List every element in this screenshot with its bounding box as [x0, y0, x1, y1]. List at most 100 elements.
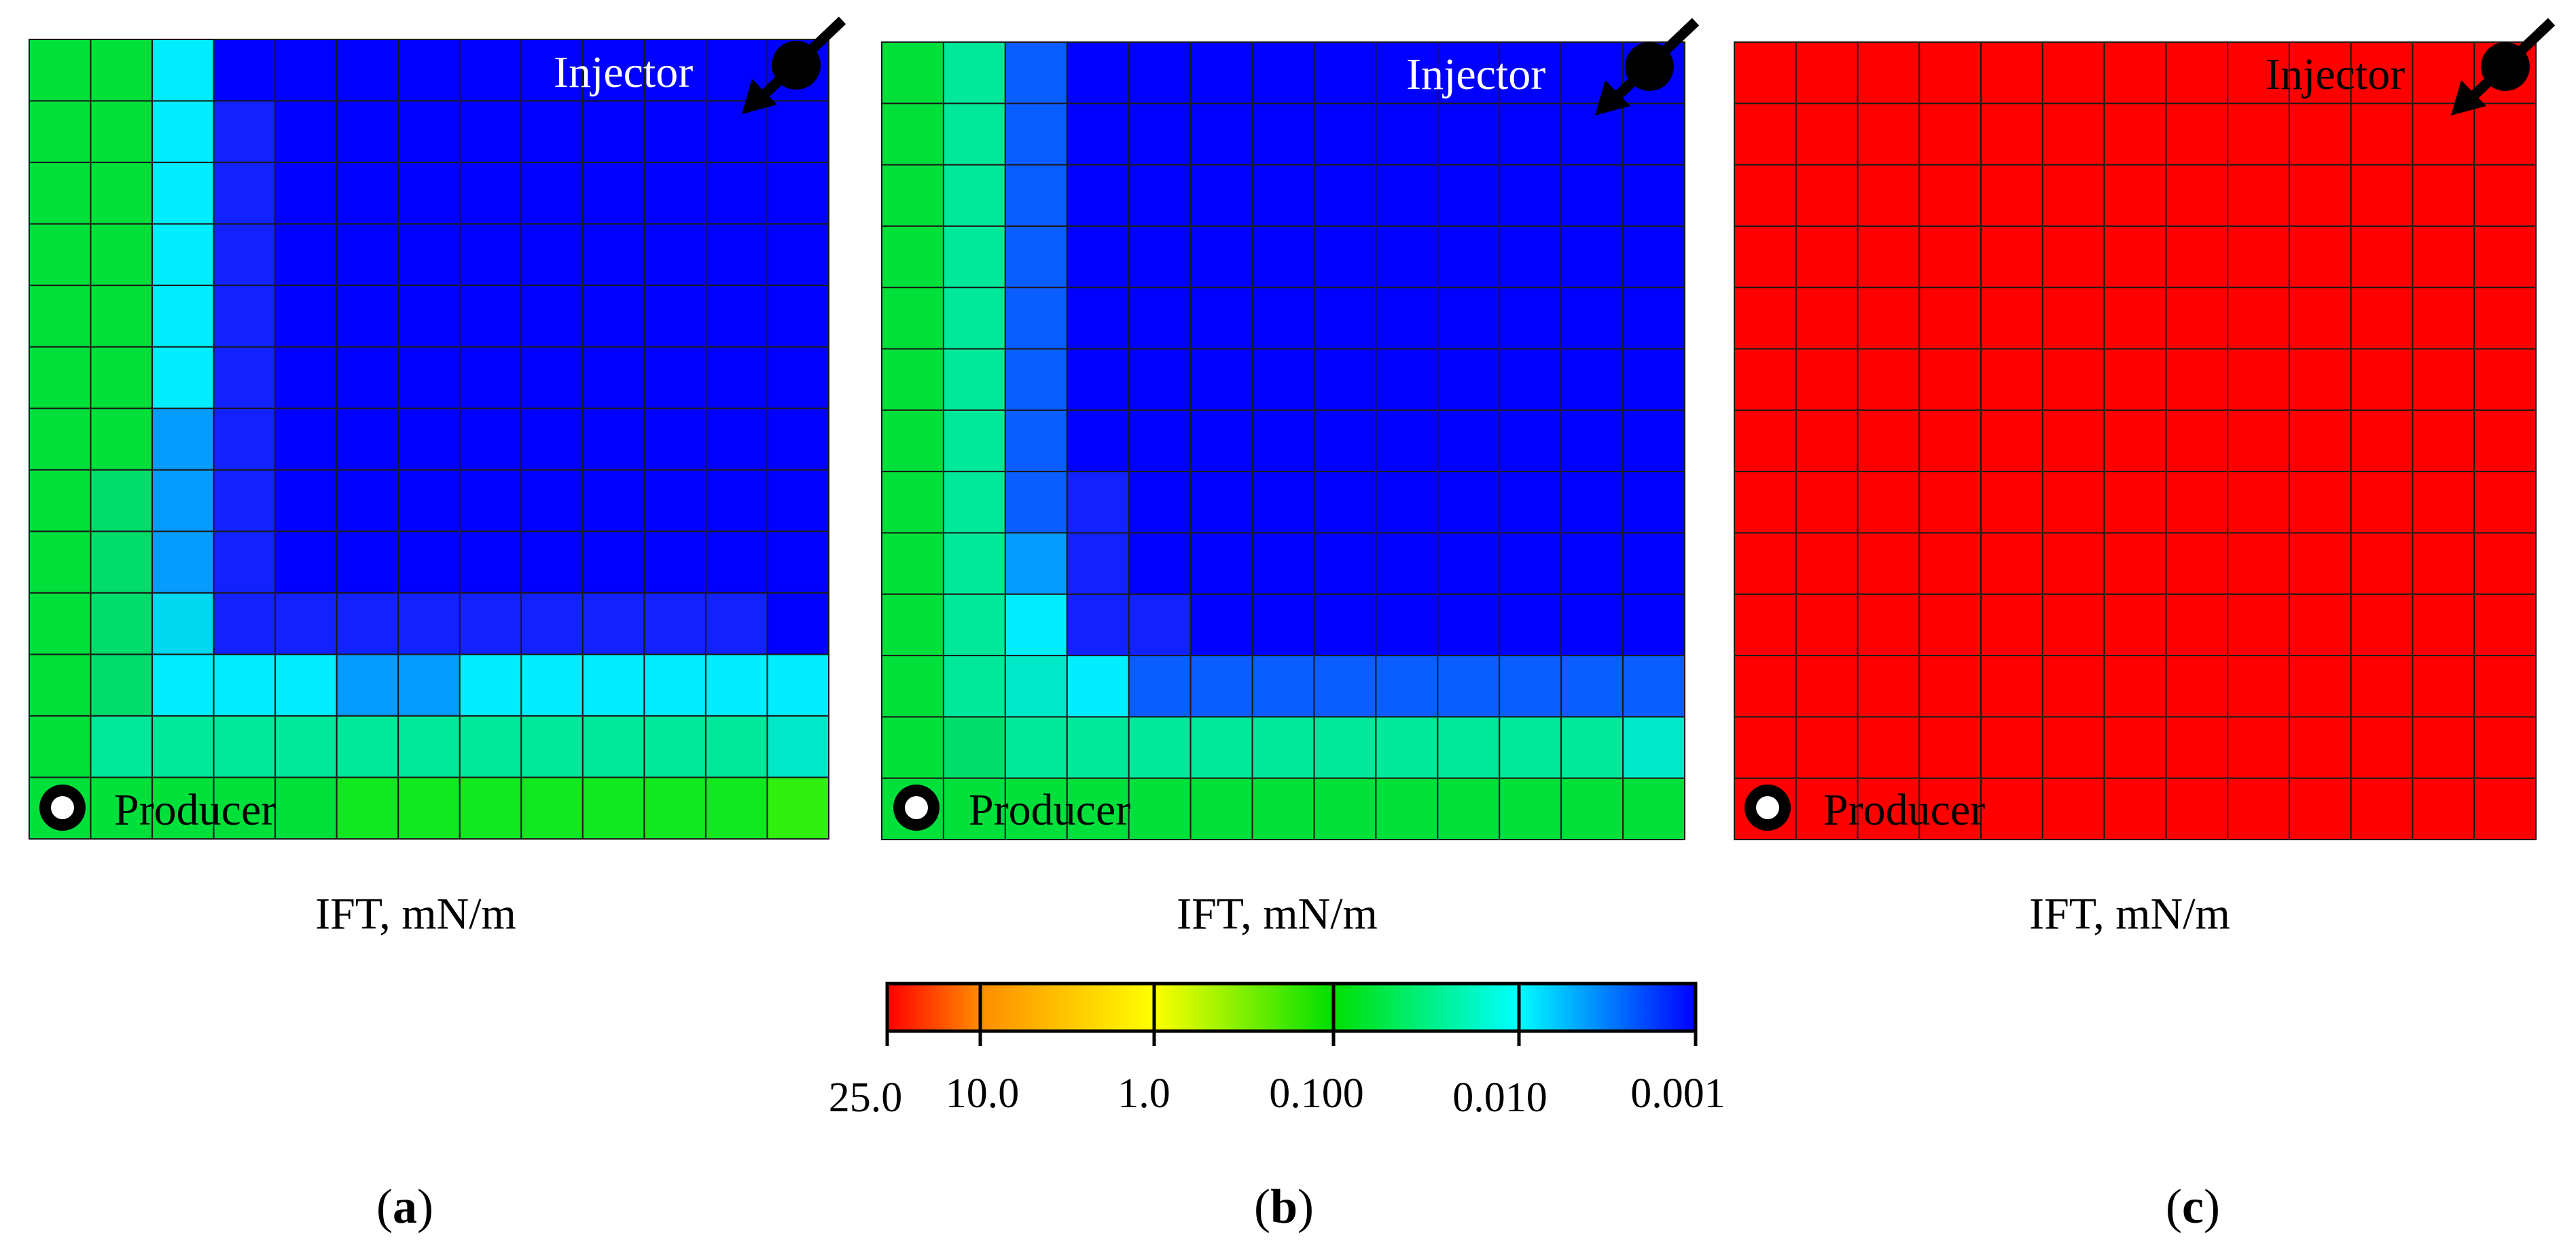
- grid-cell: [1622, 103, 1686, 166]
- grid-cell: [1189, 655, 1253, 718]
- grid-cell: [2103, 471, 2167, 534]
- grid-cell: [1251, 41, 1315, 105]
- grid-cell: [2165, 593, 2229, 657]
- grid-cell: [942, 593, 1006, 657]
- grid-cell: [1980, 348, 2043, 411]
- grid-cell: [766, 776, 829, 840]
- grid-cell: [643, 469, 706, 533]
- grid-cell: [1980, 225, 2043, 289]
- grid-cell: [1313, 164, 1377, 227]
- grid-cell: [520, 776, 584, 840]
- grid-cell: [1128, 287, 1192, 350]
- grid-cell: [2473, 409, 2537, 473]
- producer-well-icon-b: [893, 785, 940, 831]
- grid-cell: [1004, 532, 1068, 595]
- grid-cell: [1251, 409, 1315, 473]
- grid-cell: [1734, 41, 1797, 105]
- grid-cell: [1857, 287, 1920, 350]
- grid-cell: [397, 100, 461, 164]
- grid-cell: [1980, 716, 2043, 779]
- grid-cell: [397, 346, 461, 410]
- grid-cell: [1437, 655, 1501, 718]
- grid-cell: [397, 285, 461, 348]
- grid-cell: [2103, 41, 2167, 105]
- grid-cell: [704, 776, 768, 840]
- grid-cell: [459, 715, 522, 778]
- grid-cell: [151, 531, 215, 594]
- grid-cell: [1734, 655, 1797, 718]
- grid-cell: [1734, 409, 1797, 473]
- grid-cell: [704, 531, 768, 594]
- grid-cell: [1560, 287, 1624, 350]
- svg-text:(b): (b): [1254, 1179, 1314, 1234]
- grid-cell: [1980, 41, 2043, 105]
- grid-cell: [1251, 287, 1315, 350]
- grid-cell: [90, 408, 154, 471]
- grid-cell: [397, 776, 461, 840]
- grid-cell: [1189, 225, 1253, 289]
- grid-cell: [2412, 471, 2475, 534]
- grid-cell: [520, 162, 584, 225]
- grid-cell: [704, 162, 768, 225]
- grid-cell: [2350, 409, 2414, 473]
- grid-cell: [1980, 532, 2043, 595]
- grid-cell: [1795, 164, 1859, 227]
- grid-cell: [1313, 287, 1377, 350]
- grid-cell: [704, 408, 768, 471]
- grid-cell: [881, 593, 944, 657]
- grid-cell: [1313, 471, 1377, 534]
- grid-cell: [29, 162, 92, 225]
- grid-cell: [1560, 532, 1624, 595]
- grid-cell: [2288, 777, 2352, 840]
- grid-cell: [2227, 348, 2290, 411]
- grid-cell: [397, 39, 461, 102]
- injector-arrow-icon-a: [742, 16, 846, 114]
- panel-c: Injector Producer IFT, mN/m (c): [1734, 18, 2556, 1234]
- grid-cell: [1795, 287, 1859, 350]
- grid-cell: [29, 469, 92, 533]
- grid-cell: [1857, 41, 1920, 105]
- grid-cell: [151, 776, 215, 840]
- grid-cell: [2165, 103, 2229, 166]
- grid-cell: [582, 285, 645, 348]
- grid-cell: [29, 531, 92, 594]
- grid-cell: [1795, 532, 1859, 595]
- grid-cell: [2227, 103, 2290, 166]
- grid-cell: [1560, 103, 1624, 166]
- grid-cell: [2041, 593, 2105, 657]
- grid-cell: [1795, 41, 1859, 105]
- grid-cell: [1980, 655, 2043, 718]
- grid-cell: [336, 39, 399, 102]
- grid-cell: [1066, 532, 1130, 595]
- grid-cell: [1004, 225, 1068, 289]
- grid-cell: [29, 408, 92, 471]
- ift-grid-a: [29, 39, 829, 840]
- grid-cell: [2350, 777, 2414, 840]
- grid-cell: [1251, 225, 1315, 289]
- grid-cell: [2288, 655, 2352, 718]
- grid-cell: [336, 162, 399, 225]
- injector-label-b: Injector: [1406, 50, 1545, 99]
- grid-cell: [90, 100, 154, 164]
- grid-cell: [1499, 287, 1562, 350]
- grid-cell: [881, 409, 944, 473]
- grid-cell: [1622, 655, 1686, 718]
- grid-cell: [881, 225, 944, 289]
- grid-cell: [1795, 409, 1859, 473]
- grid-cell: [582, 408, 645, 471]
- grid-cell: [1437, 471, 1501, 534]
- grid-cell: [1437, 593, 1501, 657]
- grid-cell: [1857, 225, 1920, 289]
- grid-cell: [2103, 532, 2167, 595]
- grid-cell: [151, 162, 215, 225]
- grid-cell: [90, 592, 154, 655]
- grid-cell: [459, 776, 522, 840]
- grid-cell: [942, 409, 1006, 473]
- grid-cell: [1499, 164, 1562, 227]
- grid-cell: [881, 532, 944, 595]
- grid-cell: [2412, 164, 2475, 227]
- grid-cell: [1251, 777, 1315, 840]
- grid-cell: [2103, 777, 2167, 840]
- grid-cell: [2350, 164, 2414, 227]
- grid-cell: [1499, 409, 1562, 473]
